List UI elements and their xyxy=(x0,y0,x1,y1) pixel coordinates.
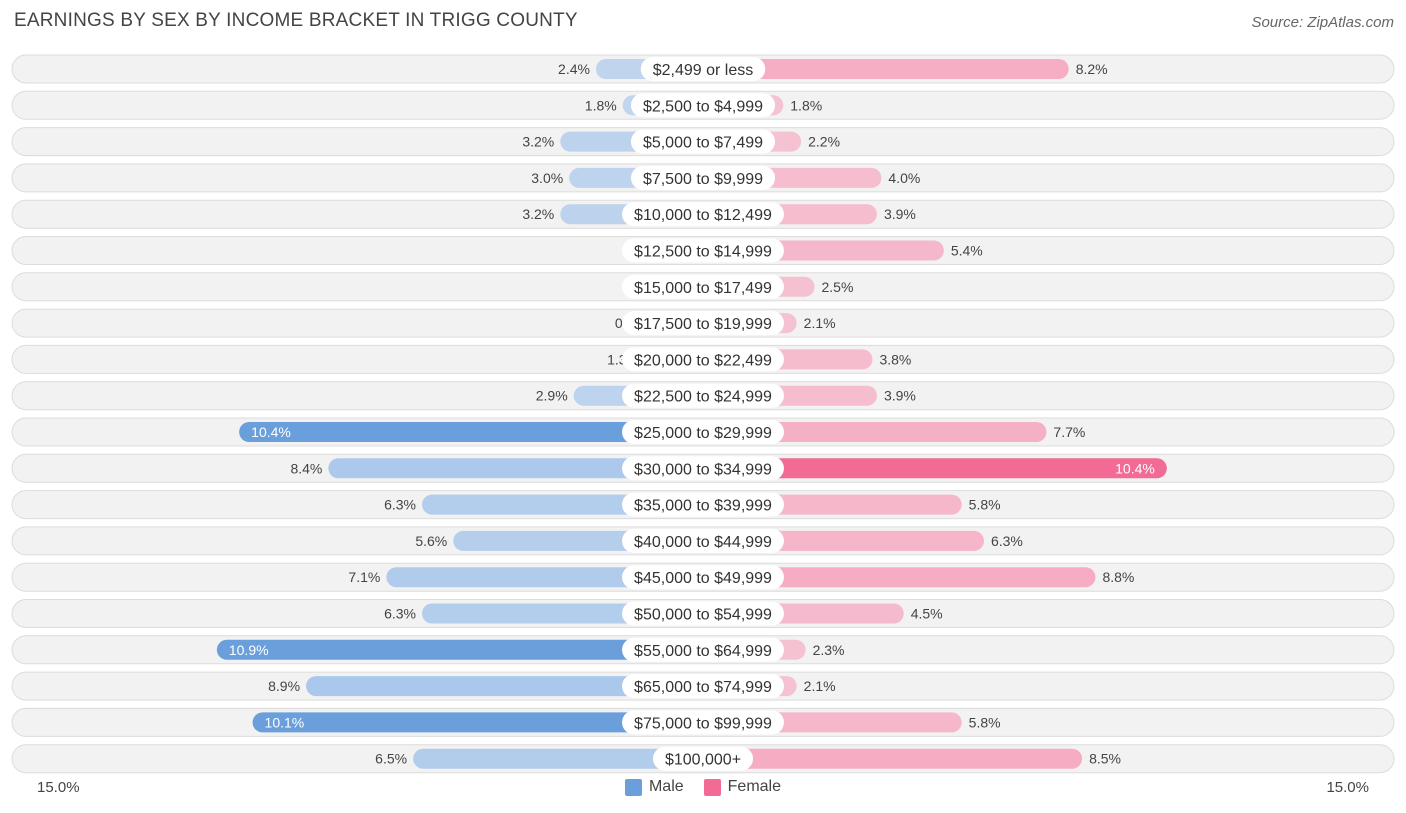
category-label: $10,000 to $12,499 xyxy=(634,207,772,224)
male-value-label: 6.3% xyxy=(384,606,416,622)
category-pill xyxy=(622,528,784,553)
category-label: $55,000 to $64,999 xyxy=(634,643,772,660)
chart-title: EARNINGS BY SEX BY INCOME BRACKET IN TRI… xyxy=(14,10,578,31)
category-label: $17,500 to $19,999 xyxy=(634,316,772,333)
category-label: $12,500 to $14,999 xyxy=(634,244,772,261)
male-bar xyxy=(216,639,704,660)
female-value-label: 2.2% xyxy=(808,134,840,150)
male-bar xyxy=(413,748,703,769)
category-label: $5,000 to $7,499 xyxy=(643,135,763,152)
category-label: $2,500 to $4,999 xyxy=(643,98,763,115)
male-bar xyxy=(252,712,704,733)
male-value-label: 7.1% xyxy=(348,569,380,585)
category-pill xyxy=(630,165,776,190)
category-label: $25,000 to $29,999 xyxy=(634,425,772,442)
female-value-label: 4.5% xyxy=(911,606,943,622)
male-value-label: 10.1% xyxy=(265,714,305,730)
female-value-label: 1.8% xyxy=(790,97,822,113)
female-value-label: 2.1% xyxy=(804,315,836,331)
male-value-label: 1.8% xyxy=(585,97,617,113)
female-value-label: 2.5% xyxy=(822,279,854,295)
category-pill xyxy=(622,347,784,372)
source-credit: Source: ZipAtlas.com xyxy=(1251,14,1394,31)
male-value-label: 2.4% xyxy=(558,61,590,77)
male-value-label: 10.9% xyxy=(229,642,269,658)
category-pill xyxy=(630,129,776,154)
category-pill xyxy=(622,565,784,590)
category-pill xyxy=(622,238,784,263)
male-value-label: 3.2% xyxy=(522,206,554,222)
category-pill xyxy=(622,492,784,517)
category-label: $15,000 to $17,499 xyxy=(634,280,772,297)
male-value-label: 5.6% xyxy=(415,533,447,549)
male-bar xyxy=(239,422,703,442)
female-bar xyxy=(703,59,1069,79)
female-value-label: 8.2% xyxy=(1076,61,1108,77)
category-pill xyxy=(622,637,784,662)
female-value-label: 6.3% xyxy=(991,533,1023,549)
female-bar xyxy=(703,458,1167,479)
category-label: $22,500 to $24,999 xyxy=(634,389,772,406)
category-pill xyxy=(622,202,784,227)
male-value-label: 8.9% xyxy=(268,678,300,694)
female-value-label: 3.9% xyxy=(884,388,916,404)
category-label: $2,499 or less xyxy=(653,62,754,79)
male-value-label: 2.9% xyxy=(536,388,568,404)
female-value-label: 7.7% xyxy=(1053,424,1085,440)
male-value-label: 8.4% xyxy=(290,460,322,476)
female-value-label: 5.8% xyxy=(969,714,1001,730)
female-value-label: 4.0% xyxy=(888,170,920,186)
female-bar xyxy=(703,422,1047,442)
female-value-label: 2.1% xyxy=(804,678,836,694)
female-bar xyxy=(703,567,1096,588)
male-value-label: 3.0% xyxy=(531,170,563,186)
male-value-label: 6.5% xyxy=(375,751,407,767)
category-label: $65,000 to $74,999 xyxy=(634,679,772,696)
category-label: $40,000 to $44,999 xyxy=(634,534,772,551)
female-value-label: 5.8% xyxy=(969,497,1001,513)
category-label: $7,500 to $9,999 xyxy=(643,171,763,188)
female-value-label: 3.9% xyxy=(884,206,916,222)
category-pill xyxy=(622,456,784,481)
female-value-label: 8.5% xyxy=(1089,751,1121,767)
category-pill xyxy=(652,746,754,771)
male-value-label: 3.2% xyxy=(522,134,554,150)
category-label: $30,000 to $34,999 xyxy=(634,461,772,478)
category-pill xyxy=(622,601,784,626)
category-pill xyxy=(630,93,776,118)
category-label: $100,000+ xyxy=(665,752,741,769)
female-value-label: 8.8% xyxy=(1102,569,1134,585)
female-value-label: 2.3% xyxy=(813,642,845,658)
legend-item-male: Male xyxy=(624,778,684,796)
legend-item-female: Female xyxy=(703,778,782,796)
category-label: $50,000 to $54,999 xyxy=(634,607,772,624)
legend-swatch-female xyxy=(703,778,721,796)
legend-swatch-male xyxy=(624,778,642,796)
chart-area: 2.4% 8.2% $2,499 or less 1.8% 1.8% $2,500 to … xyxy=(11,54,1395,774)
female-value-label: 10.4% xyxy=(1115,460,1155,476)
axis-left-label: 15.0% xyxy=(37,779,80,796)
male-value-label: 6.3% xyxy=(384,497,416,513)
category-pill xyxy=(622,420,784,444)
category-label: $45,000 to $49,999 xyxy=(634,570,772,587)
male-bar xyxy=(328,458,703,479)
category-pill xyxy=(622,674,784,699)
category-label: $35,000 to $39,999 xyxy=(634,498,772,515)
axis-right-label: 15.0% xyxy=(1326,779,1369,796)
legend-label-male: Male xyxy=(648,778,684,795)
category-pill xyxy=(622,383,784,408)
category-label: $75,000 to $99,999 xyxy=(634,715,772,732)
category-label: $20,000 to $22,499 xyxy=(634,352,772,369)
category-pill xyxy=(622,710,784,735)
male-value-label: 10.4% xyxy=(251,424,291,440)
legend: Male Female xyxy=(0,778,1406,796)
female-value-label: 3.8% xyxy=(879,351,911,367)
male-bar xyxy=(306,676,703,697)
female-value-label: 5.4% xyxy=(951,243,983,259)
legend-label-female: Female xyxy=(727,778,782,795)
category-pill xyxy=(622,311,784,336)
female-bar xyxy=(703,748,1083,769)
category-pill xyxy=(622,274,784,299)
category-pill xyxy=(640,57,766,81)
